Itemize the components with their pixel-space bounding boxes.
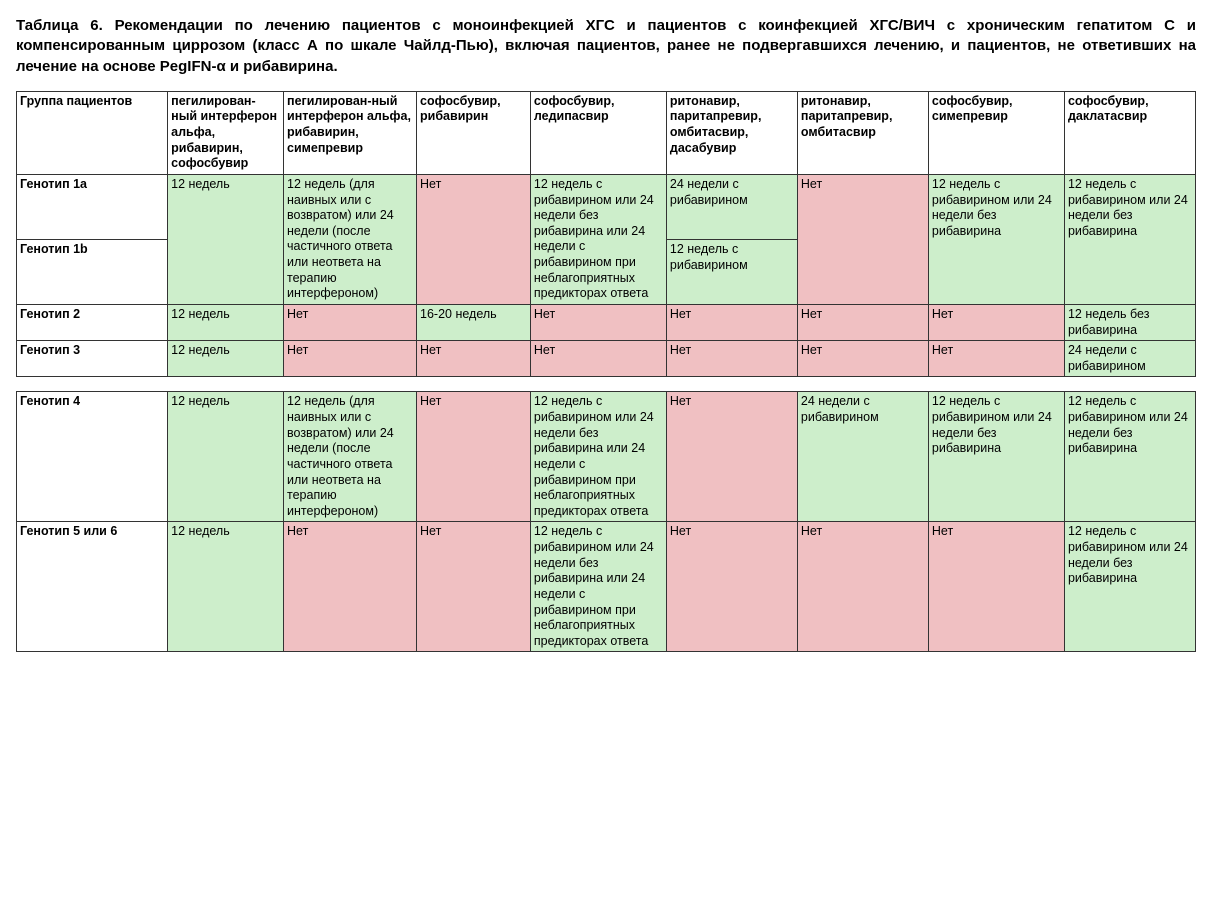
cell: Нет (797, 174, 928, 304)
cell: Нет (797, 341, 928, 377)
header-row: Группа пациентов пегилирован-ный интерфе… (17, 91, 1196, 174)
cell: Нет (928, 341, 1064, 377)
cell: 12 недель (для наивных или с возвратом) … (284, 392, 417, 522)
col-header: ритонавир, паритапревир, омбитасвир (797, 91, 928, 174)
row-genotype-5-6: Генотип 5 или 6 12 недель Нет Нет 12 нед… (17, 522, 1196, 652)
cell: Нет (928, 304, 1064, 340)
cell: Нет (530, 304, 666, 340)
cell: 12 недель (168, 522, 284, 652)
cell: Нет (666, 392, 797, 522)
cell: 12 недель с рибавирином или 24 недели бе… (928, 174, 1064, 304)
cell: Нет (284, 304, 417, 340)
row-genotype-3: Генотип 3 12 недель Нет Нет Нет Нет Нет … (17, 341, 1196, 377)
cell: 12 недель с рибавирином или 24 недели бе… (530, 174, 666, 304)
cell: 12 недель (168, 341, 284, 377)
cell: 12 недель с рибавирином или 24 недели бе… (1064, 392, 1195, 522)
col-header: пегилирован-ный интерферон альфа, рибави… (168, 91, 284, 174)
row-label: Генотип 5 или 6 (17, 522, 168, 652)
row-genotype-1a: Генотип 1a 12 недель 12 недель (для наив… (17, 174, 1196, 239)
cell: 24 недели с рибавирином (666, 174, 797, 239)
cell: Нет (928, 522, 1064, 652)
treatment-table-1: Группа пациентов пегилирован-ный интерфе… (16, 91, 1196, 378)
cell: Нет (417, 341, 531, 377)
cell: Нет (284, 341, 417, 377)
cell: 12 недель с рибавирином или 24 недели бе… (530, 392, 666, 522)
col-header: софосбувир, симепревир (928, 91, 1064, 174)
cell: 12 недель (для наивных или с возвратом) … (284, 174, 417, 304)
cell: 12 недель с рибавирином или 24 недели бе… (530, 522, 666, 652)
cell: Нет (417, 522, 531, 652)
cell: Нет (530, 341, 666, 377)
col-header: ритонавир, паритапревир, омбитасвир, дас… (666, 91, 797, 174)
cell: 16-20 недель (417, 304, 531, 340)
col-header: софосбувир, даклатасвир (1064, 91, 1195, 174)
cell: 24 недели с рибавирином (1064, 341, 1195, 377)
cell: 12 недель с рибавирином или 24 недели бе… (1064, 522, 1195, 652)
row-label: Генотип 1b (17, 239, 168, 304)
cell: Нет (417, 392, 531, 522)
cell: Нет (797, 522, 928, 652)
cell: Нет (284, 522, 417, 652)
row-label: Генотип 2 (17, 304, 168, 340)
row-genotype-2: Генотип 2 12 недель Нет 16-20 недель Нет… (17, 304, 1196, 340)
col-header: софосбувир, рибавирин (417, 91, 531, 174)
col-header: Группа пациентов (17, 91, 168, 174)
cell: 12 недель (168, 392, 284, 522)
cell: 12 недель (168, 174, 284, 304)
cell: Нет (797, 304, 928, 340)
cell: 24 недели с рибавирином (797, 392, 928, 522)
cell: 12 недель (168, 304, 284, 340)
cell: 12 недель с рибавирином или 24 недели бе… (928, 392, 1064, 522)
cell: 12 недель с рибавирином (666, 239, 797, 304)
cell: Нет (666, 304, 797, 340)
cell: Нет (666, 522, 797, 652)
row-label: Генотип 3 (17, 341, 168, 377)
col-header: пегилирован-ный интерферон альфа, рибави… (284, 91, 417, 174)
table-title: Таблица 6. Рекомендации по лечению пацие… (16, 16, 1196, 77)
col-header: софосбувир, ледипасвир (530, 91, 666, 174)
cell: Нет (666, 341, 797, 377)
cell: 12 недель с рибавирином или 24 недели бе… (1064, 174, 1195, 304)
cell: 12 недель без рибавирина (1064, 304, 1195, 340)
row-genotype-4: Генотип 4 12 недель 12 недель (для наивн… (17, 392, 1196, 522)
treatment-table-2: Генотип 4 12 недель 12 недель (для наивн… (16, 391, 1196, 652)
row-label: Генотип 1a (17, 174, 168, 239)
row-label: Генотип 4 (17, 392, 168, 522)
cell: Нет (417, 174, 531, 304)
